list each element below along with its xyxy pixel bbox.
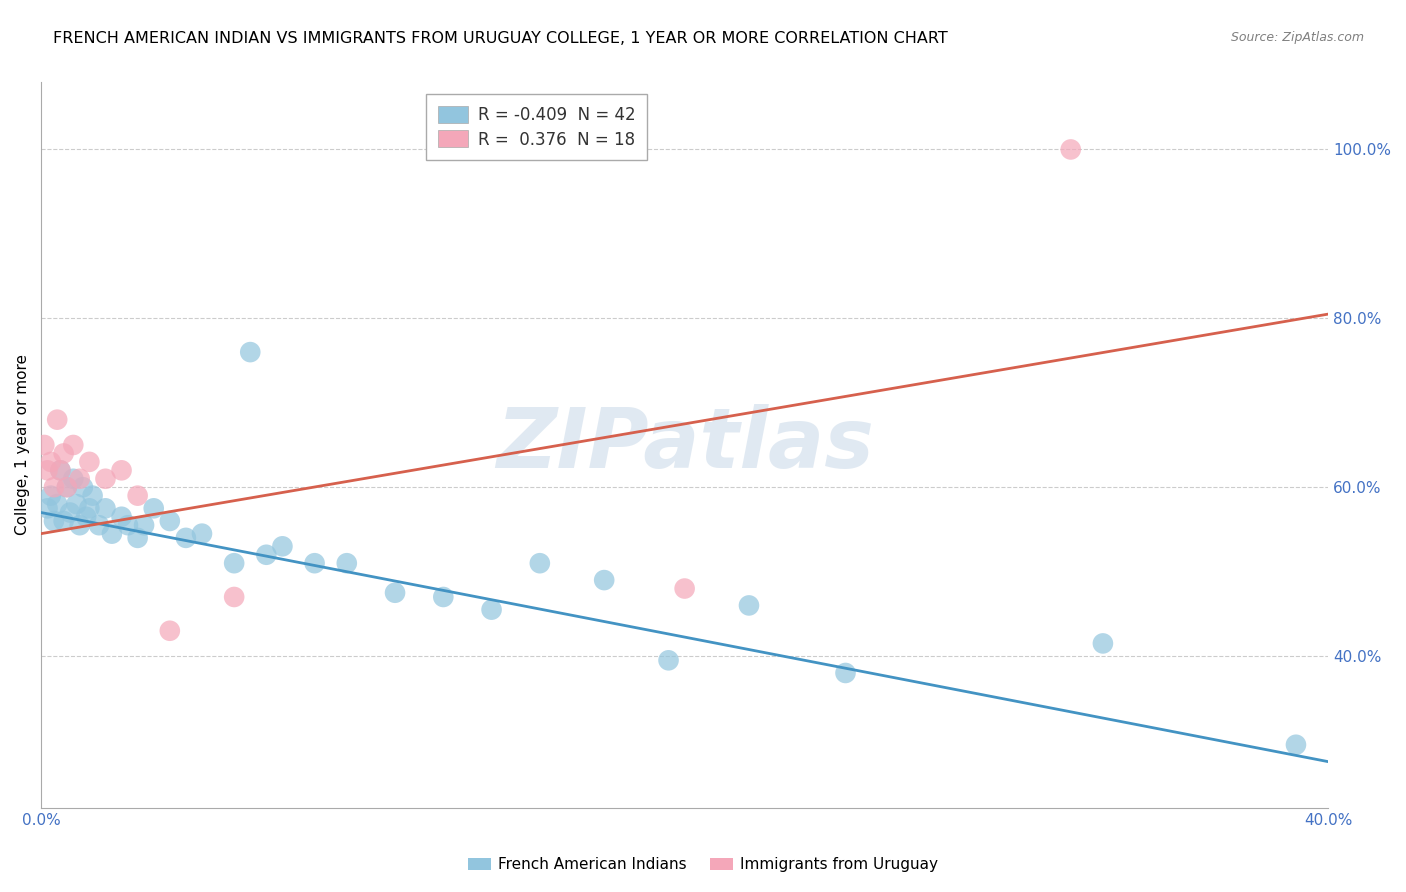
Point — [59, 506, 82, 520]
Text: ZIPatlas: ZIPatlas — [496, 404, 873, 485]
Point — [142, 501, 165, 516]
Point — [110, 463, 132, 477]
Point — [39, 455, 62, 469]
Point — [159, 624, 181, 638]
Point — [336, 556, 359, 570]
Point — [56, 480, 79, 494]
Point — [132, 518, 155, 533]
Point — [110, 509, 132, 524]
Point — [224, 556, 246, 570]
Point — [46, 412, 69, 426]
Point — [42, 514, 65, 528]
Point — [159, 514, 181, 528]
Y-axis label: College, 1 year or more: College, 1 year or more — [15, 354, 30, 535]
Point — [37, 463, 59, 477]
Point — [101, 526, 124, 541]
Point — [1285, 738, 1308, 752]
Point — [62, 472, 84, 486]
Point — [834, 665, 856, 680]
Point — [174, 531, 197, 545]
Point — [127, 531, 149, 545]
Point — [37, 501, 59, 516]
Point — [384, 586, 406, 600]
Point — [82, 489, 104, 503]
Point — [79, 501, 101, 516]
Point — [271, 539, 294, 553]
Point — [72, 480, 94, 494]
Point — [1060, 143, 1083, 157]
Point — [52, 446, 75, 460]
Point — [56, 480, 79, 494]
Point — [481, 602, 503, 616]
Point — [191, 526, 214, 541]
Point — [49, 463, 72, 477]
Point — [75, 509, 97, 524]
Legend: French American Indians, Immigrants from Uruguay: French American Indians, Immigrants from… — [460, 849, 946, 880]
Point — [87, 518, 110, 533]
Point — [117, 518, 139, 533]
Point — [738, 599, 761, 613]
Point — [79, 455, 101, 469]
Point — [239, 345, 262, 359]
Point — [432, 590, 454, 604]
Point — [49, 463, 72, 477]
Point — [673, 582, 696, 596]
Point — [94, 501, 117, 516]
Point — [1091, 636, 1114, 650]
Point — [39, 489, 62, 503]
Point — [593, 573, 616, 587]
Point — [127, 489, 149, 503]
Point — [42, 480, 65, 494]
Point — [657, 653, 679, 667]
Text: Source: ZipAtlas.com: Source: ZipAtlas.com — [1230, 31, 1364, 45]
Point — [34, 438, 56, 452]
Point — [62, 438, 84, 452]
Point — [529, 556, 551, 570]
Legend: R = -0.409  N = 42, R =  0.376  N = 18: R = -0.409 N = 42, R = 0.376 N = 18 — [426, 94, 647, 161]
Point — [46, 497, 69, 511]
Point — [304, 556, 326, 570]
Point — [65, 497, 87, 511]
Point — [94, 472, 117, 486]
Point — [224, 590, 246, 604]
Point — [52, 514, 75, 528]
Point — [254, 548, 277, 562]
Point — [69, 518, 91, 533]
Text: FRENCH AMERICAN INDIAN VS IMMIGRANTS FROM URUGUAY COLLEGE, 1 YEAR OR MORE CORREL: FRENCH AMERICAN INDIAN VS IMMIGRANTS FRO… — [53, 31, 948, 46]
Point — [69, 472, 91, 486]
